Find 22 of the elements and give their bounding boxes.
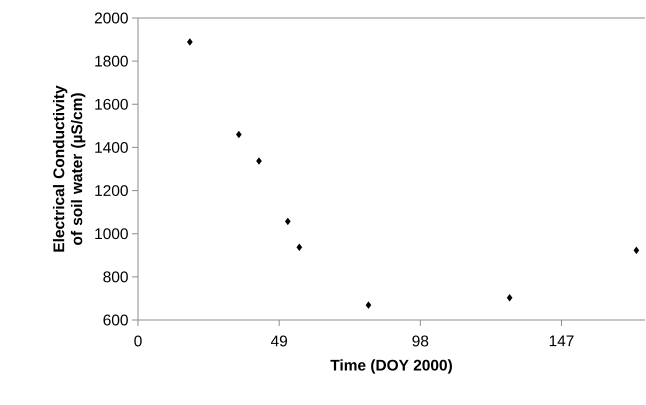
point xyxy=(284,218,291,226)
point xyxy=(187,38,193,46)
x-axis-title: Time (DOY 2000) xyxy=(330,359,452,374)
x-tick-label: 98 xyxy=(412,336,428,346)
y-tick-label: 600 xyxy=(104,314,128,326)
y-axis-title: Electrical Conductivity of soil water (µS/cm) xyxy=(52,85,86,252)
point xyxy=(366,301,372,309)
y-tick-label: 1600 xyxy=(95,98,128,110)
x-tick-label: 147 xyxy=(550,336,574,346)
x-tick-label: 49 xyxy=(270,336,288,346)
y-tick-label: 1400 xyxy=(95,142,128,153)
y-tick-label: 1200 xyxy=(95,185,128,196)
y-tick-label: 1000 xyxy=(95,228,128,240)
x-tick-label: 0 xyxy=(134,336,142,346)
point xyxy=(236,130,242,138)
point xyxy=(256,157,262,165)
y-tick-label: 1800 xyxy=(95,56,128,67)
point xyxy=(296,244,302,252)
y-tick-label: 2000 xyxy=(94,12,128,24)
point xyxy=(506,294,512,302)
y-tick-label: 800 xyxy=(103,271,128,282)
point xyxy=(634,246,640,254)
